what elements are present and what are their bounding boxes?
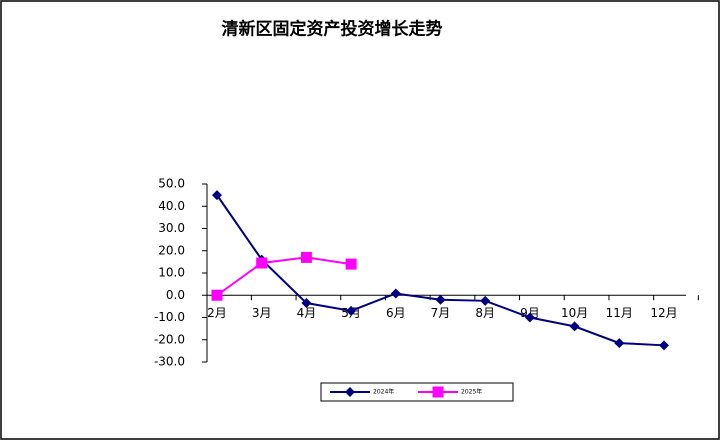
series-line [216,256,352,297]
marker [345,258,357,270]
x-tick-label: 3月 [252,306,272,320]
y-tick-label: -30.0 [154,355,185,369]
marker [569,321,580,332]
y-tick-label: 30.0 [158,221,185,235]
x-tick-label: 11月 [606,306,633,320]
x-tick-label: 12月 [650,306,677,320]
marker [659,340,669,351]
marker [390,288,401,299]
legend-box [320,382,514,402]
marker [432,386,444,398]
marker [346,305,357,316]
marker [480,295,491,306]
legend-label: 2024年 [373,388,394,396]
y-tick-label: -10.0 [154,310,185,324]
x-tick-label: 4月 [297,306,317,320]
marker [435,294,446,305]
x-tick-label: 8月 [475,306,495,320]
y-tick-label: 40.0 [158,199,185,213]
y-tick-label: 10.0 [158,266,185,280]
marker [524,312,535,323]
legend-label: 2025年 [461,388,482,396]
marker [300,251,312,263]
y-tick-label: 0.0 [166,288,185,302]
marker [614,338,625,349]
y-tick-label: -20.0 [154,332,185,346]
y-tick-label: 50.0 [158,177,185,191]
marker [212,190,222,201]
marker [301,298,312,309]
marker [211,289,223,301]
marker [345,387,355,397]
x-tick-label: 2月 [207,306,227,320]
x-tick-label: 10月 [561,306,588,320]
x-tick-label: 7月 [431,306,451,320]
x-tick-label: 6月 [386,306,406,320]
y-tick-label: 20.0 [158,243,185,257]
marker [256,257,268,269]
chart-title: 清新区固定资产投资增长走势 [222,19,443,40]
